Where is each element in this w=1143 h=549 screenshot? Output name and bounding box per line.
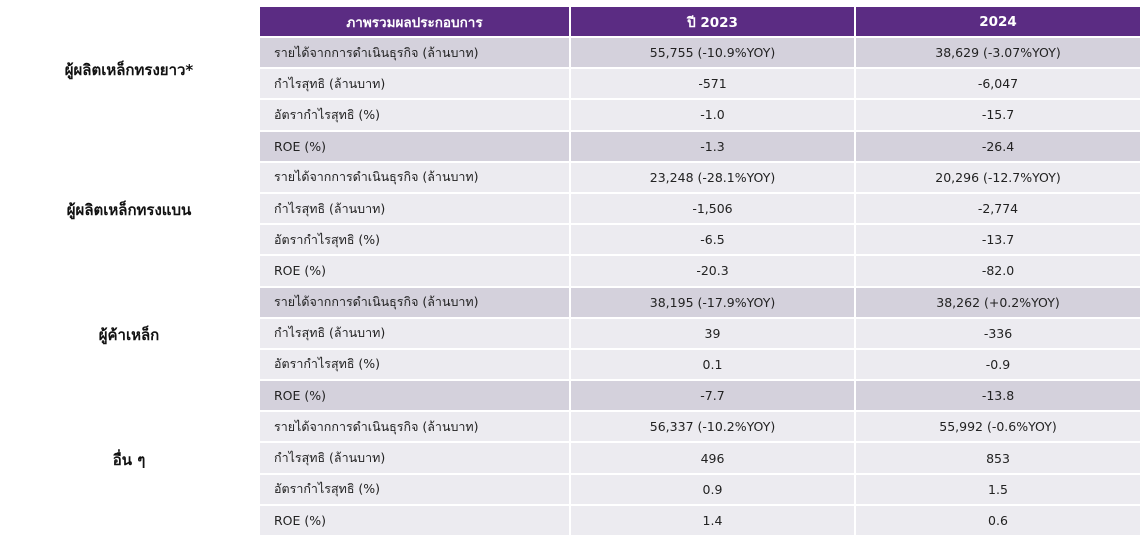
group-label-steel-trader: ผู้ค้าเหล็ก	[98, 325, 160, 344]
value-2024-cell: -2,774	[855, 191, 1140, 225]
table-row: ROE (%) -1.3 -26.4	[260, 129, 1140, 162]
metric-cell: รายได้จากการดำเนินธุรกิจ (ล้านบาท)	[260, 410, 571, 443]
value-2023-cell: 496	[570, 441, 856, 474]
value-2023-cell: 38,195 (-17.9%YOY)	[570, 285, 856, 318]
group-label-long-steel: ผู้ผลิตเหล็กทรงยาว*	[64, 60, 194, 79]
value-2024-cell: -13.8	[855, 379, 1140, 412]
metric-cell: รายได้จากการดำเนินธุรกิจ (ล้านบาท)	[260, 285, 571, 318]
value-2023-cell: 1.4	[570, 503, 856, 535]
metric-cell: กำไรสุทธิ (ล้านบาท)	[260, 441, 571, 474]
table-row: อัตรากำไรสุทธิ (%) -6.5 -13.7	[260, 223, 1140, 256]
value-2024-cell: 55,992 (-0.6%YOY)	[855, 410, 1140, 443]
value-2024-cell: 38,629 (-3.07%YOY)	[855, 35, 1140, 69]
table-row: กำไรสุทธิ (ล้านบาท) 496 853	[260, 441, 1140, 474]
header-metric: ภาพรวมผลประกอบการ	[260, 7, 571, 37]
table-header-row: ภาพรวมผลประกอบการ ปี 2023 2024	[260, 7, 1140, 37]
value-2023-cell: 0.9	[570, 472, 856, 505]
metric-cell: อัตรากำไรสุทธิ (%)	[260, 223, 571, 256]
performance-table: ภาพรวมผลประกอบการ ปี 2023 2024 รายได้จาก…	[260, 7, 1140, 535]
group-label-others: อื่น ๆ	[112, 450, 146, 469]
value-2024-cell: 0.6	[855, 503, 1140, 535]
table-row: รายได้จากการดำเนินธุรกิจ (ล้านบาท) 55,75…	[260, 35, 1140, 69]
value-2023-cell: 23,248 (-28.1%YOY)	[570, 160, 856, 193]
table-row: กำไรสุทธิ (ล้านบาท) -571 -6,047	[260, 67, 1140, 100]
value-2024-cell: -336	[855, 316, 1140, 349]
value-2023-cell: -1,506	[570, 191, 856, 225]
header-year-2023: ปี 2023	[570, 7, 856, 37]
group-label-flat-steel: ผู้ผลิตเหล็กทรงแบน	[66, 200, 192, 219]
metric-cell: ROE (%)	[260, 503, 571, 535]
metric-cell: กำไรสุทธิ (ล้านบาท)	[260, 67, 571, 100]
metric-cell: รายได้จากการดำเนินธุรกิจ (ล้านบาท)	[260, 160, 571, 193]
metric-cell: ROE (%)	[260, 254, 571, 287]
value-2024-cell: 1.5	[855, 472, 1140, 505]
value-2024-cell: -0.9	[855, 347, 1140, 381]
table-row: ROE (%) -7.7 -13.8	[260, 379, 1140, 412]
value-2023-cell: -6.5	[570, 223, 856, 256]
metric-cell: กำไรสุทธิ (ล้านบาท)	[260, 316, 571, 349]
value-2024-cell: 853	[855, 441, 1140, 474]
metric-cell: ROE (%)	[260, 379, 571, 412]
table-row: รายได้จากการดำเนินธุรกิจ (ล้านบาท) 56,33…	[260, 410, 1140, 443]
value-2023-cell: -571	[570, 67, 856, 100]
value-2024-cell: -6,047	[855, 67, 1140, 100]
value-2023-cell: 55,755 (-10.9%YOY)	[570, 35, 856, 69]
value-2023-cell: -1.0	[570, 98, 856, 131]
table-row: กำไรสุทธิ (ล้านบาท) 39 -336	[260, 316, 1140, 349]
header-year-2024: 2024	[855, 7, 1140, 37]
value-2024-cell: -13.7	[855, 223, 1140, 256]
table-row: ROE (%) 1.4 0.6	[260, 503, 1140, 535]
metric-cell: อัตรากำไรสุทธิ (%)	[260, 347, 571, 381]
value-2024-cell: 20,296 (-12.7%YOY)	[855, 160, 1140, 193]
value-2024-cell: 38,262 (+0.2%YOY)	[855, 285, 1140, 318]
value-2023-cell: 56,337 (-10.2%YOY)	[570, 410, 856, 443]
table-row: กำไรสุทธิ (ล้านบาท) -1,506 -2,774	[260, 191, 1140, 225]
value-2024-cell: -82.0	[855, 254, 1140, 287]
value-2023-cell: 39	[570, 316, 856, 349]
table-row: ROE (%) -20.3 -82.0	[260, 254, 1140, 287]
value-2023-cell: -20.3	[570, 254, 856, 287]
value-2024-cell: -26.4	[855, 129, 1140, 162]
value-2024-cell: -15.7	[855, 98, 1140, 131]
metric-cell: ROE (%)	[260, 129, 571, 162]
table-row: รายได้จากการดำเนินธุรกิจ (ล้านบาท) 23,24…	[260, 160, 1140, 193]
value-2023-cell: 0.1	[570, 347, 856, 381]
table-row: รายได้จากการดำเนินธุรกิจ (ล้านบาท) 38,19…	[260, 285, 1140, 318]
table-row: อัตรากำไรสุทธิ (%) -1.0 -15.7	[260, 98, 1140, 131]
table-row: อัตรากำไรสุทธิ (%) 0.9 1.5	[260, 472, 1140, 505]
metric-cell: รายได้จากการดำเนินธุรกิจ (ล้านบาท)	[260, 35, 571, 69]
table-row: อัตรากำไรสุทธิ (%) 0.1 -0.9	[260, 347, 1140, 381]
value-2023-cell: -7.7	[570, 379, 856, 412]
metric-cell: กำไรสุทธิ (ล้านบาท)	[260, 191, 571, 225]
value-2023-cell: -1.3	[570, 129, 856, 162]
metric-cell: อัตรากำไรสุทธิ (%)	[260, 98, 571, 131]
metric-cell: อัตรากำไรสุทธิ (%)	[260, 472, 571, 505]
